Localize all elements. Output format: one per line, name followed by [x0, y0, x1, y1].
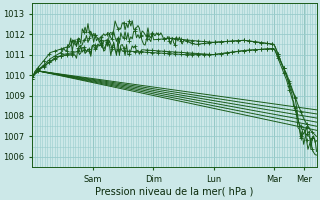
X-axis label: Pression niveau de la mer( hPa ): Pression niveau de la mer( hPa ) [95, 187, 253, 197]
